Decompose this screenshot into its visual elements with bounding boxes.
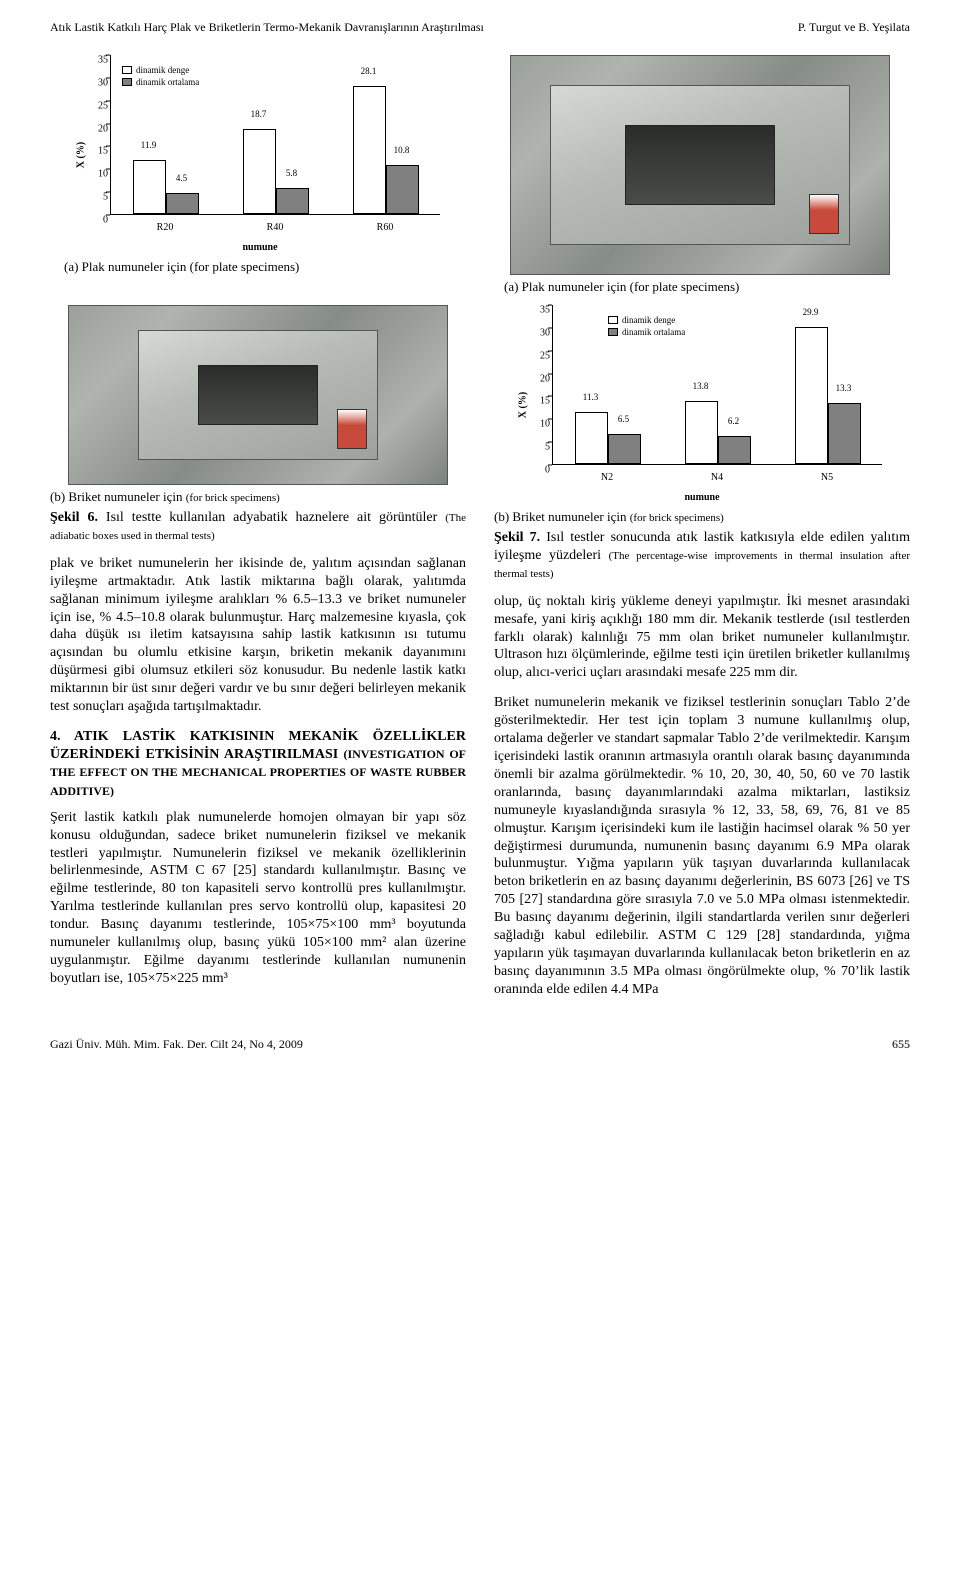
xtick-label: N4: [711, 472, 723, 483]
xtick-label: N2: [601, 472, 613, 483]
ytick-label: 20: [538, 373, 550, 384]
left-column: (b) Briket numuneler için (for brick spe…: [50, 305, 466, 1011]
chart-bar: [608, 434, 641, 464]
ytick-label: 15: [538, 396, 550, 407]
right-p1: olup, üç noktalı kiriş yükleme deneyi ya…: [494, 593, 910, 683]
top-right-panel: (a) Plak numuneler için (for plate speci…: [490, 55, 910, 295]
bar-value-label: 4.5: [176, 173, 187, 183]
section-heading-4: 4. ATIK LASTİK KATKISININ MEKANİK ÖZELLİ…: [50, 728, 466, 801]
footer-left: Gazi Üniv. Müh. Mim. Fak. Der. Cilt 24, …: [50, 1037, 303, 1052]
ytick-label: 15: [96, 146, 108, 157]
bar-value-label: 5.8: [286, 168, 297, 178]
ytick-label: 20: [96, 123, 108, 134]
caption-b-right: (b) Briket numuneler için (for brick spe…: [494, 509, 910, 525]
chart-bar: [386, 165, 419, 214]
ytick-label: 10: [96, 169, 108, 180]
caption-b-left: (b) Briket numuneler için (for brick spe…: [50, 489, 466, 505]
chart-legend: dinamik denge dinamik ortalama: [606, 313, 687, 339]
chart-bar: [685, 401, 718, 464]
photo-brick-apparatus: [68, 305, 448, 485]
bar-value-label: 11.9: [141, 140, 156, 150]
body-columns: (b) Briket numuneler için (for brick spe…: [50, 305, 910, 1011]
chart-bar: [795, 327, 828, 464]
chart-legend: dinamik denge dinamik ortalama: [120, 63, 201, 89]
chart-bar: [133, 160, 166, 214]
left-body: plak ve briket numunelerin her ikisinde …: [50, 555, 466, 988]
header-left: Atık Lastik Katkılı Harç Plak ve Briketl…: [50, 20, 484, 35]
ytick-label: 0: [538, 465, 550, 476]
x-axis-label: numune: [684, 492, 719, 503]
ytick-label: 30: [96, 77, 108, 88]
left-p1: plak ve briket numunelerin her ikisinde …: [50, 555, 466, 716]
right-body: olup, üç noktalı kiriş yükleme deneyi ya…: [494, 593, 910, 999]
x-axis-label: numune: [242, 242, 277, 253]
chart-bar: [353, 86, 386, 214]
caption-sekil7: Şekil 7. Isıl testler sonucunda atık las…: [494, 529, 910, 583]
bar-value-label: 13.8: [693, 381, 709, 391]
ytick-label: 0: [96, 215, 108, 226]
running-footer: Gazi Üniv. Müh. Mim. Fak. Der. Cilt 24, …: [50, 1037, 910, 1052]
right-column: 0 5 10 15 20 25 30 35 X (%) numune N2 11.3 6.5 N4 13.8…: [494, 305, 910, 1011]
caption-a-left: (a) Plak numuneler için (for plate speci…: [50, 259, 470, 275]
ytick-label: 35: [96, 55, 108, 66]
ytick-label: 5: [538, 442, 550, 453]
ytick-label: 5: [96, 192, 108, 203]
bar-value-label: 18.7: [251, 109, 267, 119]
ytick-label: 25: [96, 100, 108, 111]
bar-value-label: 29.9: [803, 307, 819, 317]
bar-value-label: 28.1: [361, 66, 377, 76]
bar-value-label: 6.5: [618, 414, 629, 424]
ytick-label: 10: [538, 419, 550, 430]
bar-value-label: 11.3: [583, 392, 598, 402]
footer-right: 655: [892, 1037, 910, 1052]
bar-value-label: 6.2: [728, 416, 739, 426]
running-header: Atık Lastik Katkılı Harç Plak ve Briketl…: [50, 20, 910, 35]
caption-a-right: (a) Plak numuneler için (for plate speci…: [490, 279, 910, 295]
legend-label: dinamik ortalama: [136, 77, 199, 87]
bar-value-label: 10.8: [394, 145, 410, 155]
top-left-panel: 0 5 10 15 20 25 30 35 X (%) numune R20 11.9 4.5 R40 18…: [50, 55, 470, 295]
left-p2: Şerit lastik katkılı plak numunelerde ho…: [50, 809, 466, 988]
chart-bar: [575, 412, 608, 464]
ytick-label: 35: [538, 305, 550, 316]
ytick-label: 30: [538, 327, 550, 338]
chart-bar: [828, 403, 861, 464]
bar-value-label: 13.3: [836, 383, 852, 393]
legend-label: dinamik ortalama: [622, 327, 685, 337]
top-figure-row: 0 5 10 15 20 25 30 35 X (%) numune R20 11.9 4.5 R40 18…: [50, 55, 910, 295]
xtick-label: R60: [377, 222, 394, 233]
chart-bar: [243, 129, 276, 214]
legend-label: dinamik denge: [622, 315, 675, 325]
xtick-label: N5: [821, 472, 833, 483]
chart-bar: [718, 436, 751, 464]
photo-plate-apparatus: [510, 55, 890, 275]
caption-sekil6: Şekil 6. Isıl testte kullanılan adyabati…: [50, 509, 466, 545]
chart-plate-specimens: 0 5 10 15 20 25 30 35 X (%) numune R20 11.9 4.5 R40 18…: [70, 55, 450, 255]
ytick-label: 25: [538, 350, 550, 361]
chart-bar: [276, 188, 309, 215]
legend-label: dinamik denge: [136, 65, 189, 75]
chart-brick-specimens: 0 5 10 15 20 25 30 35 X (%) numune N2 11.3 6.5 N4 13.8…: [512, 305, 892, 505]
y-axis-label: X (%): [518, 392, 529, 418]
xtick-label: R40: [267, 222, 284, 233]
xtick-label: R20: [157, 222, 174, 233]
y-axis-label: X (%): [76, 142, 87, 168]
chart-bar: [166, 193, 199, 214]
header-right: P. Turgut ve B. Yeşilata: [798, 20, 910, 35]
right-p2: Briket numunelerin mekanik ve fiziksel t…: [494, 694, 910, 998]
